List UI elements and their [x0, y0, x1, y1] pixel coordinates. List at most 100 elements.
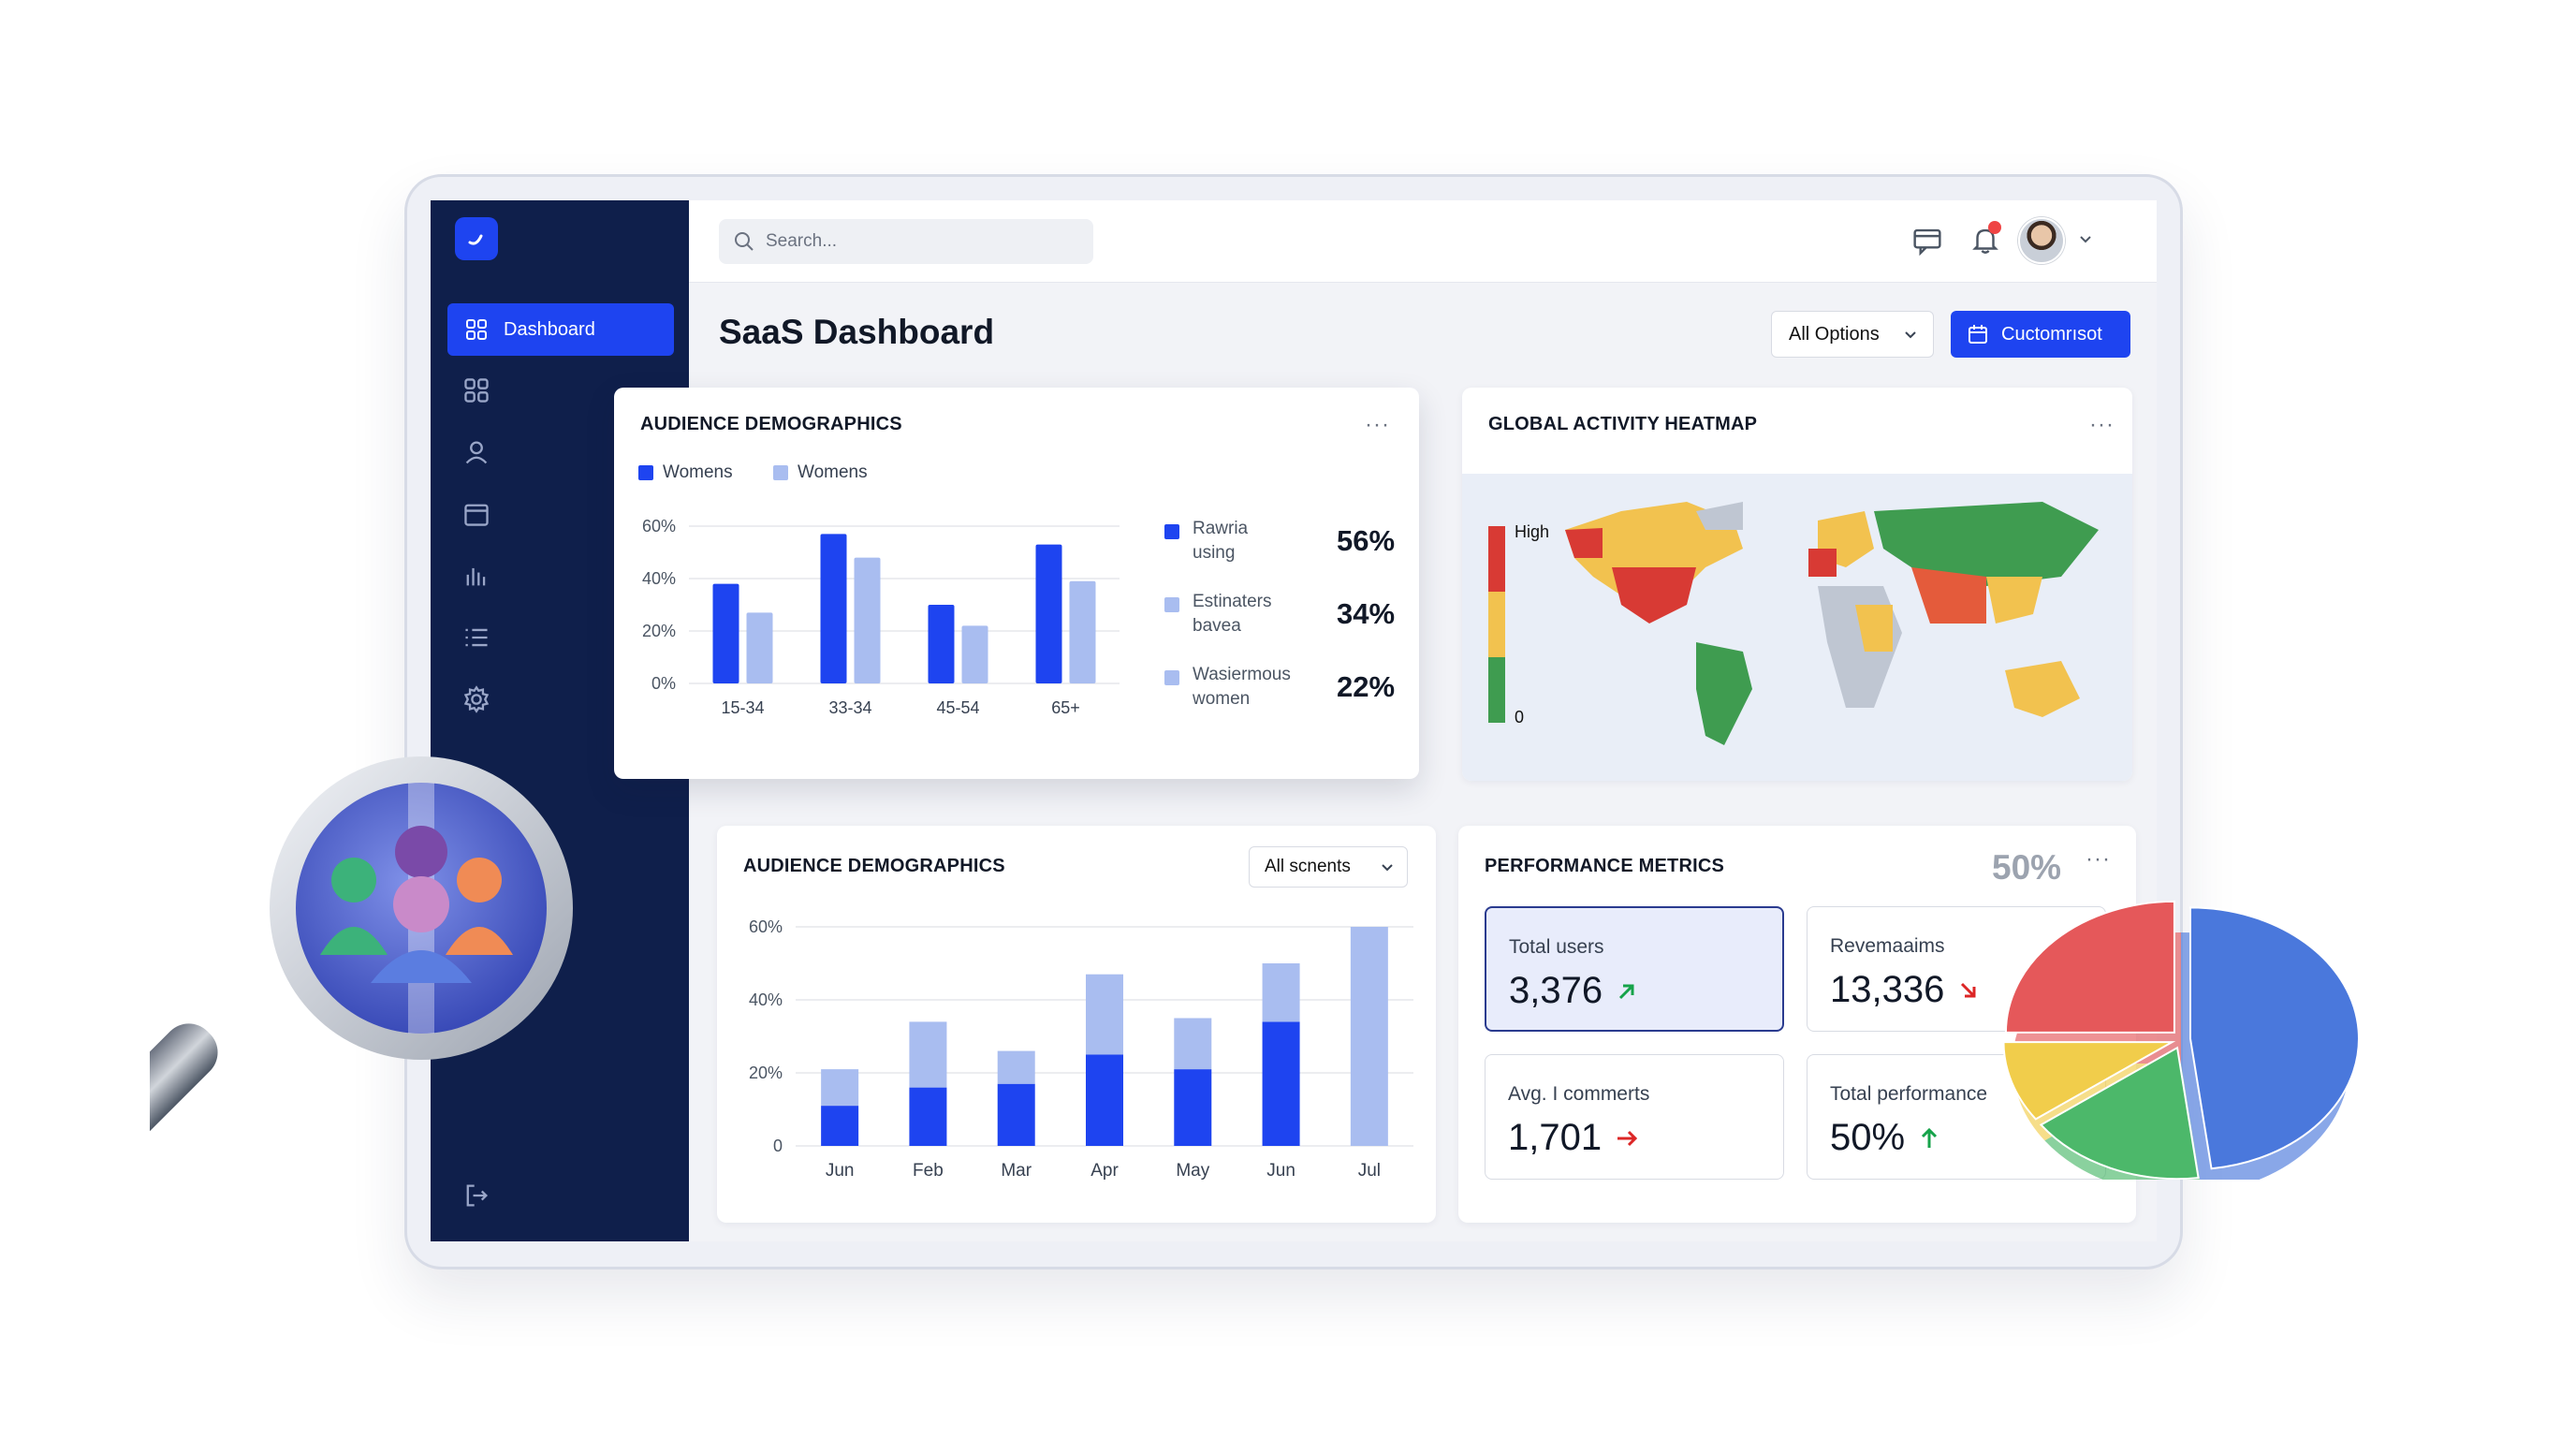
scale-high-label: High: [1515, 522, 1550, 541]
stat-label: Wasiermous women: [1193, 665, 1291, 709]
bar-segment: [1350, 927, 1388, 1146]
options-dropdown[interactable]: All Options: [1771, 311, 1934, 358]
y-tick-label: 20%: [642, 622, 676, 640]
stat-label: Rawria using: [1193, 519, 1249, 563]
message-icon[interactable]: [1911, 225, 1943, 257]
world-map: [1462, 474, 2132, 781]
bar: [961, 625, 988, 683]
metric-label: Revemaaims: [1830, 935, 1945, 957]
pie-slice: [2039, 1046, 2200, 1180]
pie-slice: [2002, 1041, 2176, 1121]
arrow-right-icon: [1617, 1130, 1638, 1146]
filter-label: All scnents: [1265, 857, 1351, 876]
x-tick-label: Mar: [1001, 1161, 1032, 1181]
scale-mid-segment: [1488, 592, 1505, 657]
legend-swatch: [773, 465, 788, 480]
bar: [928, 605, 955, 683]
x-tick-label: 33-34: [828, 698, 871, 717]
legend-series-1: Womens: [638, 462, 733, 483]
trend-up-icon: [1619, 984, 1634, 999]
trend-down-icon: [1961, 982, 1976, 997]
demographics-bottom-card: AUDIENCE DEMOGRAPHICS All scnents 0 20% 40…: [717, 826, 1436, 1223]
bell-icon[interactable]: [1969, 225, 2001, 257]
logout-icon[interactable]: [462, 1181, 490, 1210]
x-tick-label: Jun: [826, 1161, 855, 1181]
metric-label: Avg. I commerts: [1508, 1083, 1650, 1105]
x-tick-label: 45-54: [936, 698, 979, 717]
avatar[interactable]: [2018, 217, 2065, 264]
stat-value: 34%: [1337, 597, 1396, 630]
bar-segment: [997, 1083, 1035, 1146]
customize-button[interactable]: Cuctomrısot: [1951, 311, 2130, 358]
heatmap-card: GLOBAL ACTIVITY HEATMAP ···: [1462, 388, 2132, 781]
bar-chart-icon[interactable]: [462, 562, 490, 590]
y-tick-label: 60%: [642, 517, 676, 536]
y-tick-label: 0: [773, 1137, 783, 1155]
more-options-icon[interactable]: ···: [2086, 846, 2111, 872]
bar-segment: [1262, 963, 1300, 1022]
legend-series-2: Womens: [773, 462, 868, 483]
sidebar-item-label: Dashboard: [504, 318, 595, 340]
bar-segment: [1262, 1021, 1300, 1146]
more-options-icon[interactable]: ···: [1365, 412, 1390, 437]
metric-value: 1,701: [1508, 1117, 1603, 1158]
calendar-icon[interactable]: [462, 500, 490, 528]
x-tick-label: Jun: [1266, 1161, 1295, 1181]
metric-avg-comments[interactable]: Avg. I commerts 1,701: [1485, 1054, 1784, 1180]
pie-chart-illustration: [2002, 900, 2360, 1180]
search-input[interactable]: Search...: [719, 219, 1093, 264]
metric-total-users[interactable]: Total users 3,376: [1485, 906, 1784, 1032]
x-tick-label: Feb: [913, 1161, 944, 1181]
demographics-top-title: AUDIENCE DEMOGRAPHICS: [640, 414, 902, 434]
gear-icon[interactable]: [462, 685, 490, 713]
stat-swatch: [1164, 524, 1179, 539]
dropdown-label: All Options: [1789, 323, 1880, 345]
bar-segment: [909, 1087, 947, 1146]
stat-swatch: [1164, 670, 1179, 685]
stat-value: 22%: [1337, 670, 1396, 703]
y-tick-label: 20%: [749, 1064, 783, 1082]
bar: [712, 583, 739, 683]
bar: [1035, 544, 1062, 683]
grid-icon[interactable]: [462, 376, 490, 404]
search-icon: [735, 232, 754, 251]
bar-segment: [909, 1021, 947, 1088]
demographics-bottom-title: AUDIENCE DEMOGRAPHICS: [743, 856, 1005, 876]
x-tick-label: May: [1176, 1161, 1209, 1181]
page-title: SaaS Dashboard: [719, 313, 995, 351]
scale-low-segment: [1488, 657, 1505, 723]
metric-value: 13,336: [1830, 969, 1945, 1010]
y-tick-label: 60%: [749, 917, 783, 936]
stat-label: Estinaters bavea: [1193, 592, 1272, 636]
bar-segment: [821, 1069, 859, 1107]
heatmap-title: GLOBAL ACTIVITY HEATMAP: [1488, 414, 1758, 434]
pie-slice: [2188, 906, 2360, 1170]
search-placeholder: Search...: [766, 231, 838, 251]
sidebar-item-dashboard[interactable]: Dashboard: [447, 303, 674, 356]
segments-filter[interactable]: All scnents: [1249, 846, 1408, 888]
bar: [1069, 580, 1096, 683]
app-logo[interactable]: [455, 217, 498, 260]
legend-swatch: [638, 465, 653, 480]
calendar-icon: [1969, 325, 1987, 344]
metric-value: 50%: [1830, 1117, 1906, 1158]
chevron-down-icon[interactable]: [2078, 234, 2093, 245]
scale-high-segment: [1488, 526, 1505, 592]
user-icon[interactable]: [462, 438, 490, 466]
more-options-icon[interactable]: ···: [2089, 412, 2115, 437]
y-tick-label: 40%: [749, 990, 783, 1009]
y-tick-label: 0%: [651, 674, 676, 693]
list-icon[interactable]: [462, 624, 490, 652]
customize-label: Cuctomrısot: [2001, 323, 2102, 345]
grid-icon: [466, 319, 487, 340]
metric-label: Total users: [1509, 936, 1604, 958]
age-bar-chart: 0% 20% 40% 60% 15-34 33-34 45-54 65+: [642, 517, 1120, 717]
x-tick-label: Jul: [1358, 1161, 1381, 1181]
overlay-percent: 50%: [1992, 848, 2062, 887]
metric-value: 3,376: [1509, 970, 1603, 1011]
x-tick-label: Apr: [1090, 1161, 1119, 1181]
x-tick-label: 15-34: [721, 698, 764, 717]
scale-low-label: 0: [1515, 708, 1525, 726]
bar-segment: [1086, 1054, 1123, 1146]
magnifier-illustration: [150, 756, 573, 1174]
